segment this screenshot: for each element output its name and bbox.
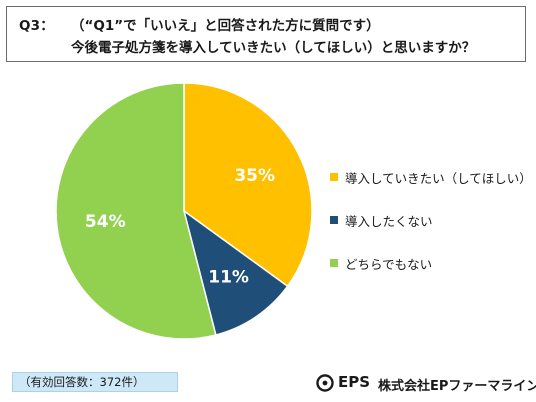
- brand-eps-text: EPS: [338, 373, 371, 391]
- legend-label-want: 導入していきたい（してほしい）: [345, 171, 532, 186]
- pie-slice-neither: [55, 82, 217, 340]
- question-number: Q3：: [19, 18, 54, 34]
- legend-swatch-neither: [330, 259, 338, 267]
- pie-label-want: 35%: [234, 166, 275, 186]
- valid-responses-note: （有効回答数：372件）: [12, 372, 178, 392]
- pie-label-neither: 54%: [85, 212, 126, 232]
- legend-label-neither: どちらでもない: [345, 257, 433, 272]
- question-subtitle: （“Q1”で「いいえ」と回答された方に質問です）: [71, 18, 380, 34]
- question-text: 今後電子処方箋を導入していきたい（してほしい）と思いますか？: [71, 40, 476, 56]
- pie-label-not-want: 11%: [208, 268, 249, 288]
- legend-swatch-not-want: [330, 216, 338, 224]
- brand-company-name: 株式会社EPファーマライン: [378, 379, 536, 394]
- legend-label-not-want: 導入したくない: [345, 214, 433, 229]
- pie-slice-want: [183, 82, 313, 288]
- legend-swatch-want: [330, 173, 338, 181]
- pie-slice-not-want: [182, 209, 289, 336]
- question-title-box: Q3： （“Q1”で「いいえ」と回答された方に質問です） 今後電子処方箋を導入し…: [6, 6, 526, 62]
- eps-swirl-logo-icon: [316, 374, 334, 392]
